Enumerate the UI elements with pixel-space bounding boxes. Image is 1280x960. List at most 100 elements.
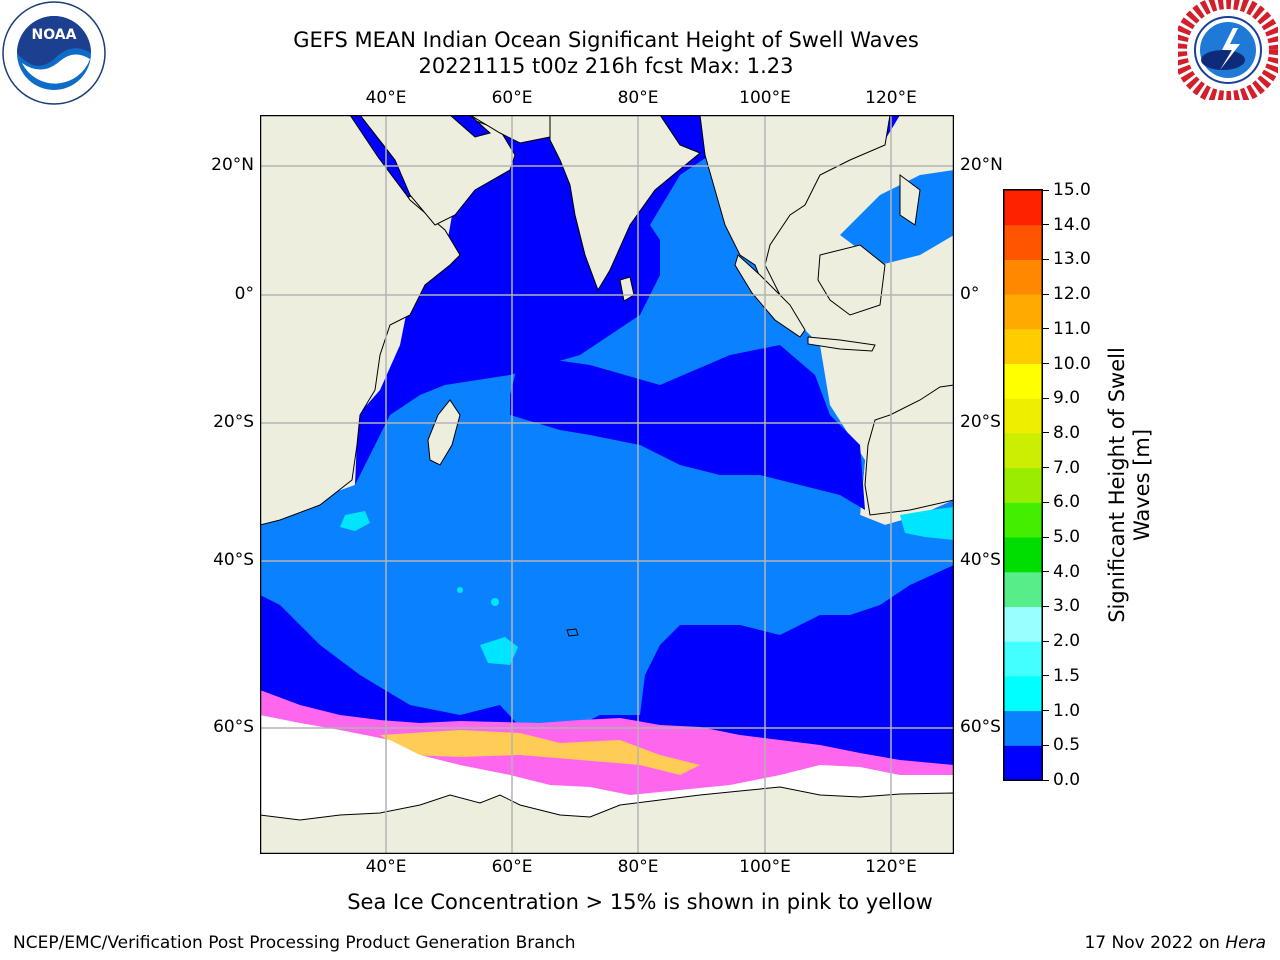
colorbar-segment [1004,537,1042,573]
colorbar-border [1003,189,1043,781]
colorbar-tick-label: 2.0 [1053,631,1081,652]
lat-label-right: 20°N [960,155,1003,175]
colorbar-tick-label: 1.5 [1053,665,1081,686]
colorbar-tick-mark [1043,397,1049,399]
lon-label-bottom: 60°E [491,857,533,877]
colorbar-tick-label: 0.5 [1053,735,1081,756]
lat-label-left: 0° [234,284,254,304]
lat-label-left: 40°S [213,550,254,570]
colorbar-tick-label: 3.0 [1053,596,1081,617]
colorbar-segment [1004,745,1042,781]
noaa-logo-text: NOAA [32,27,77,43]
colorbar-tick-mark [1043,571,1049,573]
colorbar-tick-label: 15.0 [1053,180,1091,200]
lon-label-bottom: 120°E [865,857,917,877]
colorbar-tick-mark [1043,224,1049,226]
colorbar-tick-label: 12.0 [1053,284,1091,305]
colorbar-tick-mark [1043,467,1049,469]
colorbar-tick-mark [1043,258,1049,260]
colorbar-tick-label: 4.0 [1053,561,1081,582]
colorbar-tick-mark [1043,363,1049,365]
lat-label-right: 40°S [960,550,1001,570]
colorbar-tick-mark [1043,536,1049,538]
swell-height-map [260,115,954,854]
colorbar-tick-mark [1043,779,1049,781]
colorbar [1003,189,1043,781]
colorbar-segment [1004,328,1042,365]
colorbar-segment [1004,571,1042,607]
colorbar-segment [1004,190,1042,226]
land-madagascar [427,399,461,466]
colorbar-tick-label: 10.0 [1053,353,1091,374]
colorbar-segment [1004,710,1042,746]
colorbar-tick-label: 1.0 [1053,700,1081,721]
run-date: 17 Nov 2022 on Hera [1084,933,1266,953]
map-border [260,115,954,854]
colorbar-tick-mark [1043,710,1049,712]
lat-label-left: 20°N [211,155,254,175]
lon-label-top: 60°E [491,88,533,108]
credit-line: NCEP/EMC/Verification Post Processing Pr… [13,933,576,953]
lon-label-bottom: 40°E [365,857,407,877]
colorbar-segment [1004,398,1042,434]
map-graticule [260,115,954,854]
colorbar-tick-label: 13.0 [1053,249,1091,270]
lon-label-bottom: 80°E [617,857,659,877]
colorbar-tick-mark [1043,328,1049,330]
land-antarctica [260,786,954,854]
colorbar-tick-label: 9.0 [1053,388,1081,409]
colorbar-tick-label: 8.0 [1053,422,1081,443]
colorbar-segment [1004,259,1042,295]
colorbar-tick-mark [1043,189,1049,191]
colorbar-label-line2: Waves [m] [1130,428,1154,542]
colorbar-tick-label: 14.0 [1053,214,1091,235]
lon-label-top: 100°E [739,88,791,108]
colorbar-segment [1004,641,1042,677]
chart-title: GEFS MEAN Indian Ocean Significant Heigh… [293,28,919,52]
colorbar-tick-mark [1043,744,1049,746]
colorbar-tick-mark [1043,432,1049,434]
sea-ice-yellow [380,730,700,775]
colorbar-segment [1004,675,1042,712]
lat-label-left: 60°S [213,717,254,737]
host-name: Hera [1225,933,1266,953]
nws-logo-icon [1178,0,1278,100]
colorbar-segment [1004,363,1042,399]
ocean-swell-low-blob [510,345,865,510]
colorbar-segment [1004,467,1042,503]
lon-label-bottom: 100°E [739,857,791,877]
colorbar-segment [1004,294,1042,330]
colorbar-tick-label: 5.0 [1053,527,1081,548]
colorbar-tick-mark [1043,675,1049,677]
lon-label-top: 40°E [365,88,407,108]
colorbar-tick-mark [1043,640,1049,642]
land-sumatra [734,254,806,338]
sea-ice-note: Sea Ice Concentration > 15% is shown in … [347,890,933,914]
lon-label-top: 80°E [617,88,659,108]
colorbar-segment [1004,502,1042,538]
colorbar-tick-label: 0.0 [1053,770,1081,790]
land-australia [864,384,954,516]
land-india [549,115,701,292]
colorbar-tick-mark [1043,293,1049,295]
colorbar-tick-label: 7.0 [1053,457,1081,478]
noaa-logo-icon: NOAA [2,1,106,105]
colorbar-tick-mark [1043,605,1049,607]
ocean-swell-mid [260,205,954,727]
lat-label-right: 0° [960,284,980,304]
colorbar-tick-label: 6.0 [1053,492,1081,513]
lat-label-right: 60°S [960,717,1001,737]
colorbar-label-line1: Significant Height of Swell [1105,347,1129,623]
ocean-swell-high [480,637,518,665]
colorbar-tick-label: 11.0 [1053,318,1091,339]
lon-label-top: 120°E [865,88,917,108]
run-date-text: 17 Nov 2022 on [1084,933,1220,953]
colorbar-tick-mark [1043,501,1049,503]
lat-label-right: 20°S [960,412,1001,432]
lat-label-left: 20°S [213,412,254,432]
colorbar-segment [1004,606,1042,642]
colorbar-segment [1004,432,1042,469]
chart-subtitle: 20221115 t00z 216h fcst Max: 1.23 [418,54,794,78]
colorbar-segment [1004,224,1042,260]
colorbar-label: Significant Height of Swell Waves [m] [1105,347,1155,623]
